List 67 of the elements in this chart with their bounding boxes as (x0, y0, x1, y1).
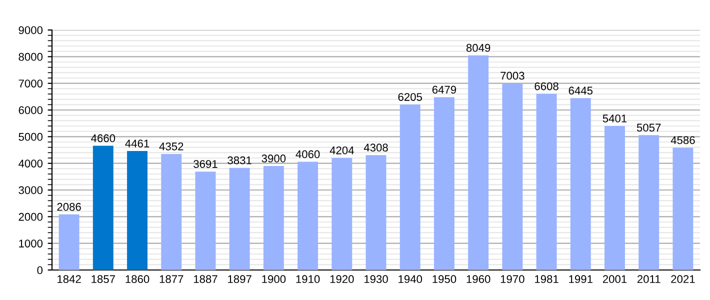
x-tick-label: 1981 (535, 275, 558, 284)
data-label: 4352 (159, 142, 184, 150)
x-tick-label: 1887 (194, 275, 218, 284)
x-tick-label: 1900 (262, 275, 286, 284)
y-tick-label: 7000 (18, 80, 43, 88)
y-tick-label: 0 (37, 266, 43, 274)
data-label: 6479 (432, 86, 456, 94)
y-tick-label: 4000 (18, 160, 43, 168)
data-label: 6608 (534, 82, 558, 90)
bar (161, 154, 182, 270)
x-tick-label: 1920 (330, 275, 354, 284)
bar (92, 146, 114, 270)
data-label: 5057 (636, 124, 661, 132)
bar (604, 126, 625, 270)
bar (58, 214, 80, 270)
data-label: 2086 (57, 202, 81, 211)
bar (536, 94, 557, 270)
data-label: 3691 (194, 160, 218, 168)
bar (502, 83, 523, 270)
x-tick-label: 1940 (398, 275, 422, 284)
data-label: 3900 (262, 154, 286, 162)
x-tick-label: 1950 (432, 275, 456, 284)
x-tick-label: 1842 (58, 275, 81, 284)
data-label: 3831 (228, 156, 252, 164)
bar (434, 97, 454, 270)
data-label: 6445 (568, 86, 593, 95)
bar (127, 151, 148, 270)
x-tick-label: 1960 (466, 275, 490, 284)
x-tick-label: 1860 (126, 275, 150, 284)
bar (195, 172, 216, 270)
x-tick-label: 1991 (569, 275, 592, 284)
data-label: 7003 (500, 72, 524, 80)
bar (638, 135, 660, 270)
data-label: 5401 (602, 114, 627, 122)
y-tick-label: 1000 (19, 240, 43, 248)
x-tick-label: 1910 (296, 275, 320, 284)
data-label: 8049 (466, 44, 490, 52)
x-tick-label: 1970 (500, 275, 524, 284)
x-tick-label: 1877 (160, 275, 184, 284)
x-tick-label: 1857 (92, 275, 115, 284)
y-tick-label: 8000 (18, 52, 43, 61)
data-label: 4461 (125, 140, 150, 148)
bar (468, 55, 489, 270)
y-tick-label: 2000 (18, 212, 43, 221)
x-tick-label: 1930 (364, 275, 388, 284)
x-tick-label: 2011 (637, 275, 660, 284)
x-tick-label: 2001 (602, 275, 627, 284)
data-label: 4308 (364, 144, 388, 152)
y-tick-label: 3000 (18, 186, 43, 194)
bar (366, 155, 386, 270)
bar (570, 98, 591, 270)
data-label: 4060 (296, 150, 320, 158)
bar (400, 104, 420, 270)
data-label: 4586 (670, 136, 695, 144)
bar (332, 158, 352, 270)
data-label: 4204 (330, 146, 354, 154)
y-tick-label: 5000 (18, 132, 43, 141)
data-label: 6205 (398, 93, 422, 101)
bar (263, 166, 284, 270)
y-tick-label: 6000 (18, 106, 43, 114)
data-label: 4660 (91, 134, 116, 142)
bar (672, 148, 694, 270)
x-tick-label: 2021 (671, 275, 695, 284)
x-tick-label: 1897 (228, 275, 252, 284)
bar (229, 168, 250, 270)
bar (298, 162, 318, 270)
y-tick-label: 9000 (18, 26, 43, 34)
